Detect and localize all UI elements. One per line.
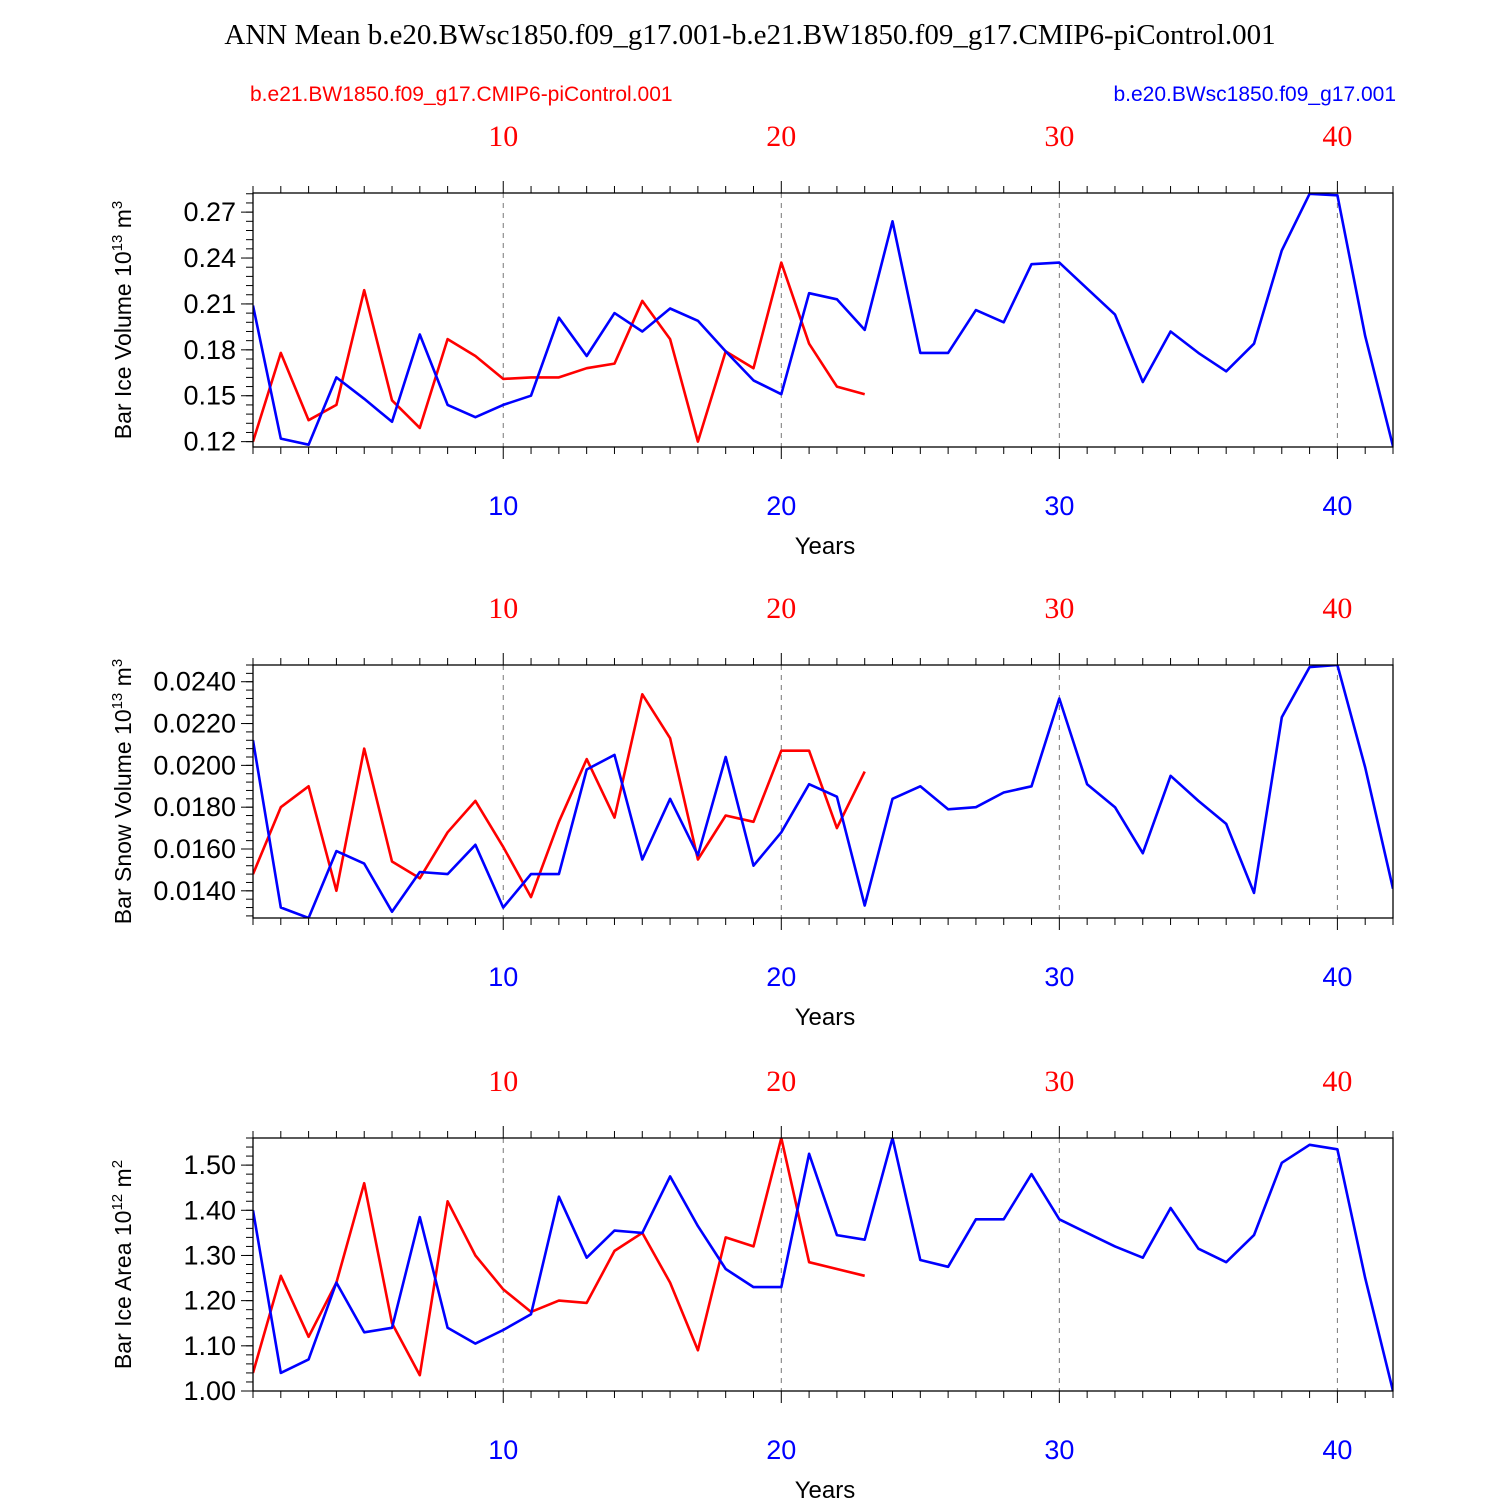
x-tick-label-bottom: 10: [488, 962, 518, 992]
x-tick-label-top: 20: [766, 1065, 796, 1098]
plot-frame: [252, 192, 1394, 448]
series-line-blue: [253, 1138, 1393, 1391]
y-tick-label: 0.0240: [153, 667, 236, 697]
x-tick-label-top: 30: [1044, 592, 1074, 625]
x-tick-label-bottom: 30: [1044, 491, 1074, 521]
y-axis-label: Bar Ice Volume 1013 m3: [109, 201, 136, 440]
x-tick-label-bottom: 40: [1322, 962, 1352, 992]
plot-frame: [252, 1137, 1394, 1392]
series-line-red: [253, 1138, 866, 1377]
x-tick-label-bottom: 20: [766, 491, 796, 521]
y-tick-label: 0.0140: [153, 876, 236, 906]
x-tick-label-top: 30: [1044, 120, 1074, 153]
y-tick-label: 1.40: [183, 1195, 236, 1225]
x-tick-label-bottom: 10: [488, 491, 518, 521]
y-axis-label: Bar Snow Volume 1013 m3: [109, 659, 136, 924]
y-tick-label: 1.50: [183, 1150, 236, 1180]
x-tick-label-bottom: 30: [1044, 962, 1074, 992]
x-tick-label-top: 30: [1044, 1065, 1074, 1098]
x-axis-label: Years: [795, 533, 856, 560]
x-tick-label-bottom: 20: [766, 1435, 796, 1465]
legend-blue-case: b.e20.BWsc1850.f09_g17.001: [1113, 83, 1396, 106]
plot-frame: [252, 664, 1394, 919]
x-tick-label-top: 40: [1322, 120, 1352, 153]
x-tick-label-top: 40: [1322, 1065, 1352, 1098]
y-tick-label: 0.15: [183, 381, 236, 411]
series-line-red: [253, 261, 866, 443]
y-tick-label: 1.30: [183, 1240, 236, 1270]
y-tick-label: 0.0200: [153, 750, 236, 780]
panel-2: 0.0140 0.0160 0.0180 0.0200 0.0220 0.0240 10 10…: [109, 592, 1394, 1031]
x-tick-label-top: 20: [766, 592, 796, 625]
y-tick-label: 0.24: [183, 243, 236, 273]
x-tick-label-bottom: 40: [1322, 1435, 1352, 1465]
series-line-blue: [253, 193, 1393, 447]
x-axis-label: Years: [795, 1477, 856, 1500]
x-tick-label-top: 40: [1322, 592, 1352, 625]
x-tick-label-top: 10: [488, 120, 518, 153]
chart-title: ANN Mean b.e20.BWsc1850.f09_g17.001-b.e2…: [224, 19, 1275, 51]
x-tick-label-bottom: 20: [766, 962, 796, 992]
y-tick-label: 0.12: [183, 427, 236, 457]
series-line-blue: [253, 665, 1393, 918]
series-line-red: [253, 692, 866, 899]
panels-group: 0.12 0.15 0.18 0.21 0.24 0.27 10 10 20 20 30 30 40 40…: [109, 120, 1394, 1500]
x-axis-label: Years: [795, 1004, 856, 1031]
y-axis-label: Bar Ice Area 1012 m2: [109, 1160, 136, 1369]
x-tick-label-top: 10: [488, 1065, 518, 1098]
y-tick-label: 0.27: [183, 197, 236, 227]
y-tick-label: 0.0220: [153, 709, 236, 739]
y-tick-label: 0.18: [183, 335, 236, 365]
y-tick-label: 0.0160: [153, 834, 236, 864]
legend-red-case: b.e21.BW1850.f09_g17.CMIP6-piControl.001: [250, 83, 673, 106]
x-tick-label-bottom: 40: [1322, 491, 1352, 521]
x-tick-label-bottom: 30: [1044, 1435, 1074, 1465]
y-tick-label: 0.21: [183, 289, 236, 319]
x-tick-label-bottom: 10: [488, 1435, 518, 1465]
x-tick-label-top: 10: [488, 592, 518, 625]
y-tick-label: 1.00: [183, 1376, 236, 1406]
x-tick-label-top: 20: [766, 120, 796, 153]
y-tick-label: 0.0180: [153, 792, 236, 822]
y-tick-label: 1.10: [183, 1331, 236, 1361]
y-tick-label: 1.20: [183, 1286, 236, 1316]
panel-3: 1.00 1.10 1.20 1.30 1.40 1.50 10 10 20 20 30 30 40 40…: [109, 1065, 1394, 1500]
panel-1: 0.12 0.15 0.18 0.21 0.24 0.27 10 10 20 20 30 30 40 40…: [109, 120, 1394, 560]
